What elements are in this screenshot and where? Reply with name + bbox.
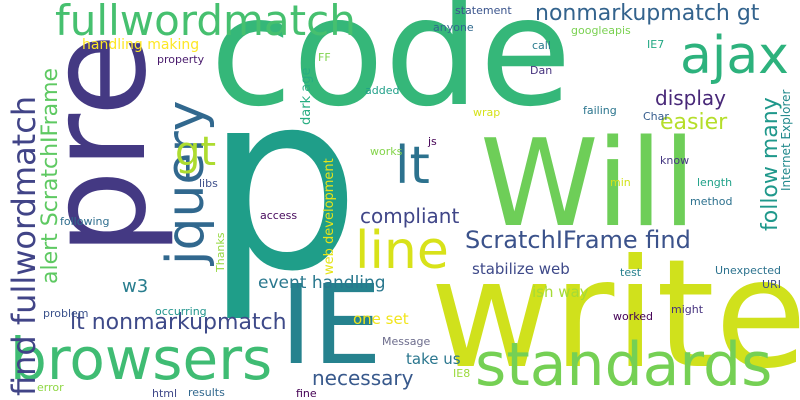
word-following: following	[60, 215, 110, 228]
word-handling-making: handling making	[82, 37, 200, 53]
word-uri: URI	[762, 278, 781, 291]
word-anyone: anyone	[433, 21, 474, 34]
word-dan: Dan	[530, 64, 553, 77]
word-lt: lt	[395, 136, 430, 196]
word-browsers: browsers	[10, 325, 273, 393]
word-line: line	[355, 221, 449, 281]
word-failing: failing	[583, 104, 617, 117]
word-w3: w3	[122, 276, 149, 297]
word-lt-nonmarkupmatch: lt nonmarkupmatch	[70, 310, 287, 335]
word-ie7: IE7	[647, 38, 665, 51]
word-length: length	[697, 176, 733, 189]
word-alert-scratchiframe: alert ScratchIFrame	[38, 67, 63, 284]
word-property: property	[157, 53, 205, 66]
word-fine: fine	[296, 387, 317, 400]
word-char: Char	[643, 110, 669, 123]
word-necessary: necessary	[312, 366, 414, 390]
word-one-set: one set	[353, 310, 409, 328]
word-message: Message	[382, 335, 431, 348]
word-internet-explorer: Internet Explorer	[779, 89, 793, 191]
word-statement: statement	[455, 4, 512, 17]
word-stabilize-web: stabilize web	[472, 260, 570, 278]
word-results: results	[188, 386, 225, 399]
word-scratchiframe-find: ScratchIFrame find	[465, 226, 691, 254]
word-access: access	[260, 209, 298, 222]
word-thanks: Thanks	[214, 232, 227, 272]
word-ish-way: ish way	[532, 283, 589, 301]
word-gt: gt	[175, 129, 217, 175]
word-standards: standards	[475, 330, 773, 400]
word-take-us: take us	[406, 350, 461, 368]
word-occurring: occurring	[155, 305, 207, 318]
word-error: error	[37, 381, 64, 394]
word-p: p	[205, 40, 361, 325]
word-call: call	[532, 39, 551, 52]
word-know: know	[660, 154, 690, 167]
word-dark-age: dark age	[299, 67, 314, 125]
word-test: test	[620, 266, 642, 279]
word-ff: FF	[318, 51, 331, 64]
word-ie: IE	[280, 261, 382, 389]
word-compliant: compliant	[360, 204, 460, 228]
word-wrap: wrap	[473, 106, 501, 119]
word-libs: libs	[199, 177, 218, 190]
word-problem: problem	[43, 307, 89, 320]
word-ie8: IE8	[453, 367, 471, 380]
word-html: html	[152, 387, 178, 400]
word-googleapis: googleapis	[571, 24, 631, 37]
word-ajax: ajax	[680, 26, 789, 86]
word-added: added	[365, 84, 400, 97]
word-worked: worked	[613, 310, 653, 323]
word-unexpected: Unexpected	[715, 264, 781, 277]
word-fullwordmatch: fullwordmatch	[55, 0, 356, 45]
word-method: method	[690, 195, 733, 208]
word-works: works	[370, 145, 403, 158]
word-easier: easier	[660, 110, 728, 135]
word-write: write	[430, 228, 800, 400]
word-js: js	[428, 135, 437, 148]
word-display: display	[655, 86, 727, 110]
word-code: code	[210, 0, 572, 140]
word-might: might	[671, 303, 704, 316]
word-web-development: web development	[322, 158, 337, 275]
word-will: Will	[480, 115, 697, 254]
word-event-handling: event handling	[258, 273, 386, 293]
word-min: min	[610, 176, 631, 189]
word-nonmarkupmatch-gt: nonmarkupmatch gt	[535, 1, 760, 26]
word-find-fullwordmatch: find fullwordmatch	[5, 95, 43, 396]
